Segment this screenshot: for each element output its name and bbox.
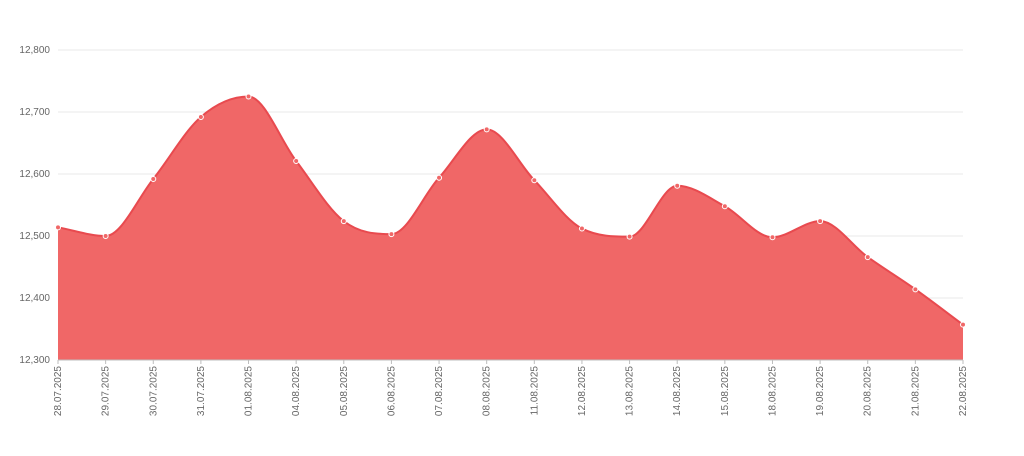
x-axis-ticks: 28.07.2025 29.07.2025 30.07.2025 31.07.2025…: [53, 360, 969, 416]
area-fill: [58, 96, 963, 360]
x-tick-label: 31.07.2025: [196, 366, 207, 416]
x-tick-label: 13.08.2025: [625, 366, 636, 416]
data-point[interactable]: [817, 218, 824, 225]
data-point[interactable]: [55, 224, 61, 231]
data-points: [55, 93, 966, 328]
data-point[interactable]: [960, 321, 966, 328]
x-tick-label: 30.07.2025: [148, 366, 159, 416]
data-point[interactable]: [864, 254, 871, 261]
data-point[interactable]: [721, 203, 728, 210]
x-tick-label: 28.07.2025: [53, 366, 64, 416]
data-point[interactable]: [197, 113, 204, 120]
x-tick-label: 12.08.2025: [577, 366, 588, 416]
x-tick-label: 04.08.2025: [291, 366, 302, 416]
x-tick-label: 21.08.2025: [910, 366, 921, 416]
x-tick-label: 06.08.2025: [386, 366, 397, 416]
x-tick-label: 14.08.2025: [672, 366, 683, 416]
y-axis-ticks: 12,300 12,400 12,500 12,600 12,700 12,800: [19, 45, 50, 366]
x-tick-label: 20.08.2025: [863, 366, 874, 416]
x-tick-label: 29.07.2025: [101, 366, 112, 416]
x-tick-label: 07.08.2025: [434, 366, 445, 416]
x-tick-label: 08.08.2025: [482, 366, 493, 416]
x-tick-label: 01.08.2025: [244, 366, 255, 416]
data-point[interactable]: [483, 126, 490, 133]
data-point[interactable]: [150, 175, 157, 182]
data-point[interactable]: [436, 174, 443, 181]
y-tick-label: 12,800: [19, 45, 50, 56]
y-tick-label: 12,400: [19, 293, 50, 304]
x-tick-label: 11.08.2025: [529, 366, 540, 416]
data-point[interactable]: [245, 93, 252, 100]
data-point[interactable]: [626, 233, 633, 240]
data-point[interactable]: [293, 157, 300, 164]
y-tick-label: 12,300: [19, 355, 50, 366]
data-point[interactable]: [340, 218, 347, 225]
y-tick-label: 12,500: [19, 231, 50, 242]
data-point[interactable]: [769, 234, 776, 241]
data-point[interactable]: [674, 182, 681, 189]
x-tick-label: 15.08.2025: [720, 366, 731, 416]
x-tick-label: 19.08.2025: [815, 366, 826, 416]
data-point[interactable]: [912, 286, 919, 293]
y-tick-label: 12,700: [19, 107, 50, 118]
x-tick-label: 18.08.2025: [767, 366, 778, 416]
x-tick-label: 22.08.2025: [958, 366, 969, 416]
x-tick-label: 05.08.2025: [339, 366, 350, 416]
y-tick-label: 12,600: [19, 169, 50, 180]
data-point[interactable]: [578, 225, 585, 232]
data-point[interactable]: [102, 233, 109, 239]
data-point[interactable]: [531, 177, 538, 184]
data-point[interactable]: [388, 231, 395, 238]
